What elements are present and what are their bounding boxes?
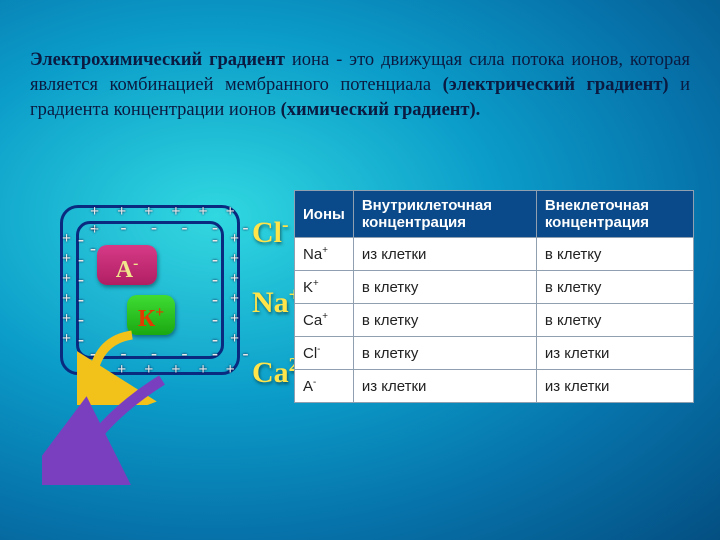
table-row: K+в клеткув клетку	[295, 271, 694, 304]
anion-block: A-	[97, 245, 157, 285]
table-row: A-из клеткииз клетки	[295, 370, 694, 403]
ion-table: Ионы Внутриклеточная концентрация Внекле…	[294, 190, 694, 403]
membrane-diagram: + + + + + + + + + + + + + + - - - - - - …	[32, 205, 262, 495]
k-sup: +	[155, 304, 164, 321]
chem-grad: (химический градиент).	[281, 100, 481, 120]
cell-ion: Cl-	[295, 337, 354, 370]
th-intra: Внутриклеточная концентрация	[353, 191, 536, 238]
th-ions: Ионы	[295, 191, 354, 238]
cell-intra: в клетку	[353, 304, 536, 337]
cell-ion: Na+	[295, 238, 354, 271]
table-row: Ca+в клеткув клетку	[295, 304, 694, 337]
definition-text: Электрохимический градиент иона - это дв…	[30, 48, 690, 123]
minus-col-right: ------	[212, 229, 218, 349]
table-row: Cl-в клеткуиз клетки	[295, 337, 694, 370]
cell-intra: в клетку	[353, 271, 536, 304]
cell-extra: из клетки	[536, 370, 693, 403]
cell-ion: K+	[295, 271, 354, 304]
cell-intra: в клетку	[353, 337, 536, 370]
cell-intra: из клетки	[353, 370, 536, 403]
cell-extra: в клетку	[536, 271, 693, 304]
anion-sup: -	[133, 255, 138, 272]
th-extra: Внеклеточная концентрация	[536, 191, 693, 238]
arrow-purple-icon	[42, 375, 182, 485]
table-header-row: Ионы Внутриклеточная концентрация Внекле…	[295, 191, 694, 238]
plus-col-right: ++++++	[230, 229, 239, 349]
cell-extra: в клетку	[536, 238, 693, 271]
table-row: Na+из клеткив клетку	[295, 238, 694, 271]
cell-extra: в клетку	[536, 304, 693, 337]
na-label: Na+	[252, 285, 300, 320]
cell-ion: Ca+	[295, 304, 354, 337]
table-body: Na+из клеткив клеткуK+в клеткув клеткуCa…	[295, 238, 694, 403]
elec-grad: (электрический градиент)	[443, 75, 669, 95]
term: Электрохимический градиент	[30, 50, 285, 70]
anion-label: A	[116, 257, 133, 283]
cell-extra: из клетки	[536, 337, 693, 370]
cell-intra: из клетки	[353, 238, 536, 271]
cl-label: Cl-	[252, 215, 289, 250]
cell-ion: A-	[295, 370, 354, 403]
plus-col-left: ++++++	[62, 229, 71, 349]
